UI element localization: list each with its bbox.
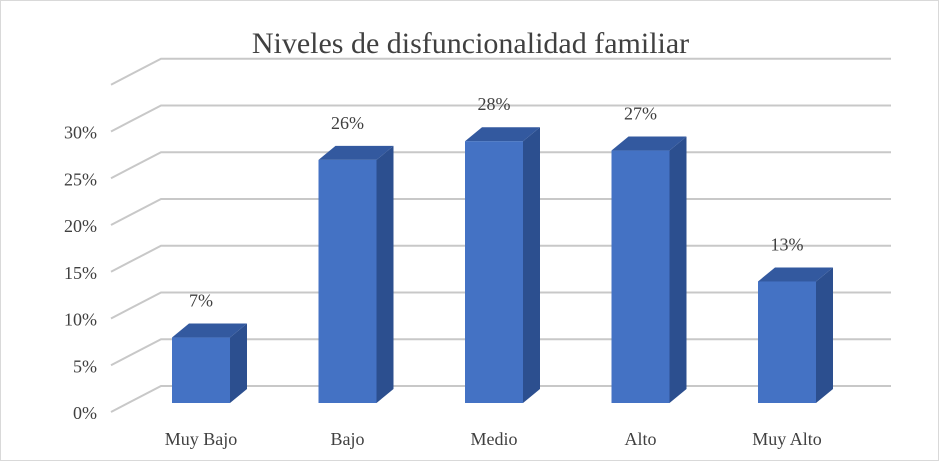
bar-top [465,127,540,142]
data-label: 28% [478,94,511,114]
x-tick-label: Bajo [331,429,365,449]
x-tick-label: Muy Alto [752,429,822,449]
data-label: 26% [331,113,364,133]
bar-side [230,323,247,403]
bar [318,159,377,403]
data-label: 7% [189,291,213,311]
x-tick-label: Medio [471,429,518,449]
y-tick-label: 15% [64,263,97,283]
bar-top [172,323,247,338]
gridline [110,57,891,86]
y-tick-label: 30% [64,123,97,143]
bar-side [376,145,394,403]
y-tick-label: 0% [73,403,97,423]
bar [172,337,230,403]
y-tick-label: 25% [64,169,97,189]
y-tick-label: 10% [64,310,97,330]
bar [465,141,523,403]
bar [758,281,816,403]
bar-top [318,145,394,160]
data-label: 27% [624,104,657,124]
bar [611,150,670,403]
y-tick-label: 20% [64,216,97,236]
x-tick-label: Muy Bajo [165,429,238,449]
bar-side [816,267,833,403]
chart-title: Niveles de disfuncionalidad familiar [251,27,690,60]
bar-top [758,267,833,282]
bar-side [523,127,540,403]
gridline [110,104,891,133]
data-label: 13% [771,234,804,254]
x-tick-label: Alto [624,429,656,449]
y-tick-label: 5% [73,356,97,376]
bar-side [669,136,687,404]
bar-top [611,136,687,151]
